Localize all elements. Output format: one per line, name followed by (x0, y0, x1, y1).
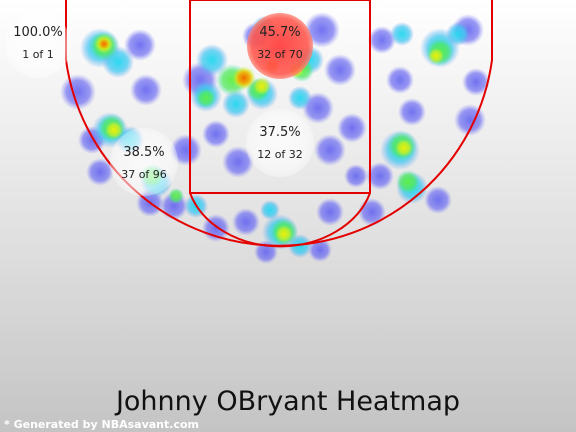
zone-label-left-midrange: 38.5% 37 of 96 (110, 128, 178, 196)
zone-left-midrange-pct: 38.5% (123, 145, 164, 160)
free-throw-circle (189, 192, 371, 248)
zone-left-corner-ratio: 1 of 1 (22, 48, 54, 61)
zone-left-midrange-ratio: 37 of 96 (121, 168, 167, 181)
court-lines (65, 0, 493, 248)
credit-text: * Generated by NBAsavant.com (4, 418, 199, 431)
paint-box (189, 0, 371, 194)
zone-left-corner-pct: 100.0% (13, 25, 63, 40)
zone-restricted-area-ratio: 32 of 70 (257, 48, 303, 61)
chart-title: Johnny OBryant Heatmap (114, 386, 460, 417)
zone-label-left-corner: 100.0% 1 of 1 (5, 12, 71, 78)
zone-paint-ratio: 12 of 32 (257, 148, 303, 161)
zone-paint-pct: 37.5% (259, 125, 300, 140)
zone-label-paint: 37.5% 12 of 32 (246, 109, 314, 177)
zone-labels: 100.0% 1 of 1 45.7% 32 of 70 38.5% 37 of… (5, 12, 314, 196)
zone-restricted-area-pct: 45.7% (259, 25, 300, 40)
zone-label-restricted-area: 45.7% 32 of 70 (247, 13, 313, 79)
